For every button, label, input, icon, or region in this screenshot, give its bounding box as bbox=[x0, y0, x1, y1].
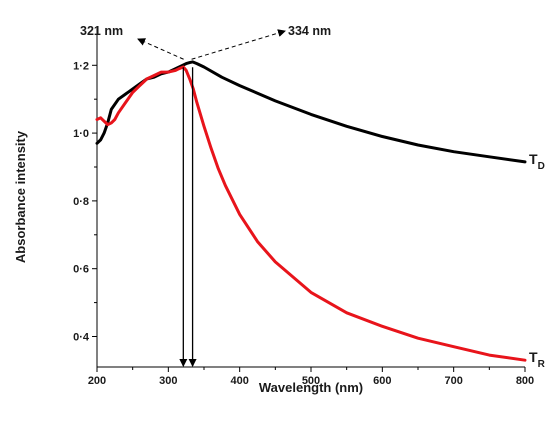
x-tick-label: 300 bbox=[159, 375, 177, 387]
x-tick-label: 700 bbox=[444, 375, 462, 387]
axes-frame bbox=[96, 28, 525, 368]
x-tick-label: 600 bbox=[373, 375, 391, 387]
y-tick-label: 0·4 bbox=[73, 331, 90, 343]
annotations-group: 321 nm 334 nm bbox=[80, 24, 331, 367]
x-tick-label: 800 bbox=[516, 375, 534, 387]
annotation-label-334nm: 334 nm bbox=[288, 24, 331, 38]
x-axis-title: Wavelength (nm) bbox=[259, 380, 363, 395]
annotation-label-321nm: 321 nm bbox=[80, 24, 123, 38]
ticks-group bbox=[92, 64, 526, 372]
tick-labels-group: 200 300 400 500 600 700 800 0·4 0·6 0·8 1·0 1·2 bbox=[73, 60, 534, 387]
series-line-tr bbox=[95, 65, 527, 362]
y-tick-label: 0·6 bbox=[73, 264, 89, 276]
dashed-callout-334nm bbox=[191, 29, 286, 60]
x-tick-label: 500 bbox=[302, 375, 320, 387]
series-label-tr: TR bbox=[529, 349, 546, 370]
series-group bbox=[95, 60, 527, 362]
y-tick-label: 0·8 bbox=[73, 196, 89, 208]
x-tick-label: 200 bbox=[88, 375, 106, 387]
series-label-sub: R bbox=[538, 359, 546, 370]
y-tick-label: 1·0 bbox=[73, 128, 89, 140]
series-label-td: TD bbox=[529, 151, 545, 172]
y-tick-label: 1·2 bbox=[73, 60, 89, 72]
x-tick-label: 400 bbox=[230, 375, 248, 387]
series-label-sub: D bbox=[538, 161, 545, 172]
y-axis-title: Absorbance intensity bbox=[13, 130, 28, 263]
series-label-main: T bbox=[529, 151, 538, 167]
series-line-td bbox=[95, 60, 527, 164]
dashed-callout-321nm bbox=[137, 38, 184, 60]
series-label-main: T bbox=[529, 349, 538, 365]
